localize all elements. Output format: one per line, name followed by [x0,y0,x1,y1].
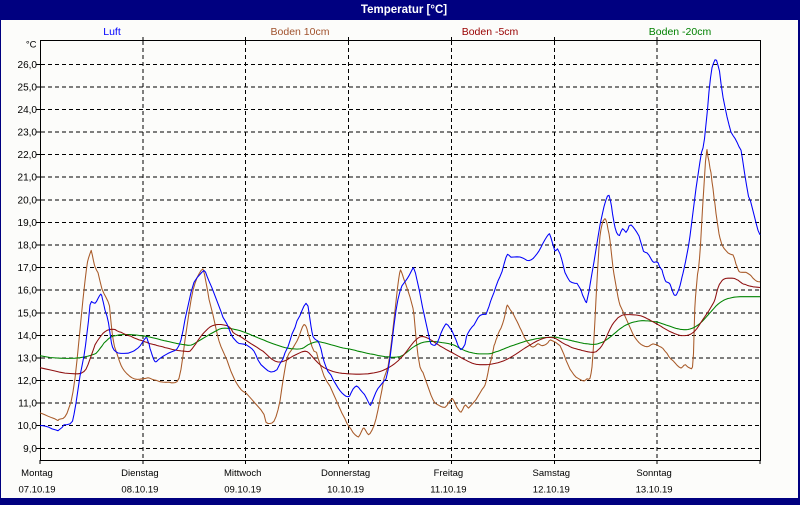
svg-text:Boden -5cm: Boden -5cm [462,26,519,38]
svg-text:18,0: 18,0 [18,241,38,252]
svg-text:Temperatur [°C]: Temperatur [°C] [361,4,447,16]
svg-text:Mittwoch: Mittwoch [224,468,261,479]
svg-text:12,0: 12,0 [18,376,38,387]
svg-text:10.10.19: 10.10.19 [327,485,364,496]
svg-text:Boden 10cm: Boden 10cm [271,26,330,38]
svg-text:21,0: 21,0 [18,173,38,184]
svg-text:12.10.19: 12.10.19 [533,485,570,496]
svg-text:Freitag: Freitag [434,468,464,479]
svg-text:11,0: 11,0 [18,399,37,410]
svg-text:Donnerstag: Donnerstag [321,468,370,479]
svg-text:08.10.19: 08.10.19 [121,485,158,496]
svg-text:24,0: 24,0 [18,105,38,116]
svg-text:25,0: 25,0 [18,82,38,93]
svg-text:19,0: 19,0 [18,218,38,229]
svg-text:13.10.19: 13.10.19 [636,485,673,496]
svg-text:Luft: Luft [103,26,121,38]
svg-text:Samstag: Samstag [533,468,571,479]
svg-text:14,0: 14,0 [18,331,38,342]
svg-text:11.10.19: 11.10.19 [430,485,466,496]
svg-text:20,0: 20,0 [18,195,38,206]
svg-text:26,0: 26,0 [18,60,38,71]
svg-text:22,0: 22,0 [18,150,38,161]
svg-text:13,0: 13,0 [18,353,38,364]
svg-text:17,0: 17,0 [18,263,38,274]
svg-text:°C: °C [26,40,37,51]
svg-text:10,0: 10,0 [18,421,38,432]
svg-text:Sonntag: Sonntag [636,468,671,479]
svg-text:Boden -20cm: Boden -20cm [649,26,712,38]
svg-text:9,0: 9,0 [23,444,37,455]
svg-text:Montag: Montag [21,468,53,479]
svg-text:15,0: 15,0 [18,308,38,319]
svg-text:Dienstag: Dienstag [121,468,159,479]
svg-text:16,0: 16,0 [18,286,38,297]
svg-text:07.10.19: 07.10.19 [19,485,56,496]
svg-text:23,0: 23,0 [18,128,38,139]
svg-text:09.10.19: 09.10.19 [224,485,261,496]
